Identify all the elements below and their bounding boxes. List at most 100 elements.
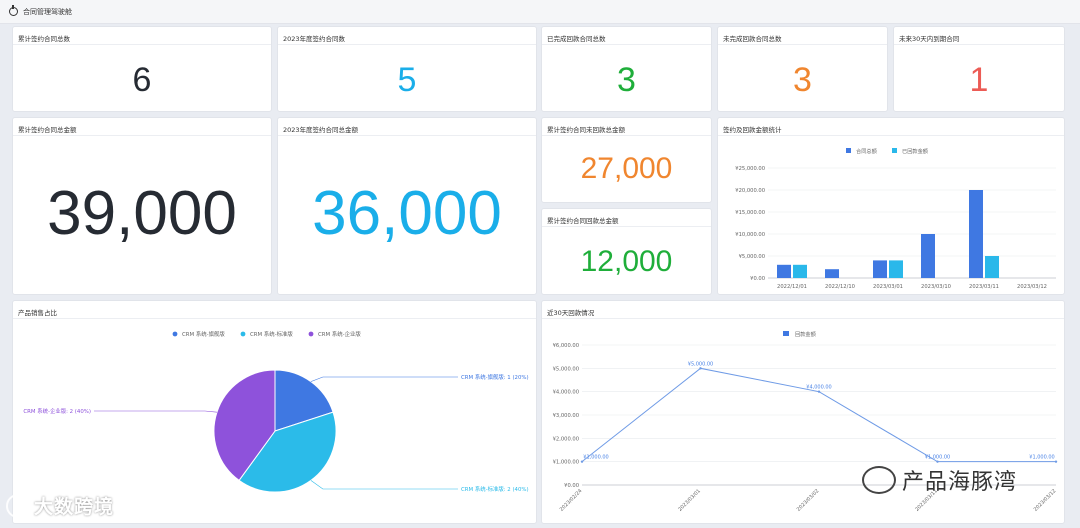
- data-label: ¥1,000.00: [1029, 455, 1054, 461]
- pie-leader-line: [94, 410, 218, 413]
- line-point: [699, 367, 702, 370]
- dashboard-header: 合同管理驾驶舱: [0, 0, 1080, 24]
- chart-title: 签约及回款金额统计: [723, 126, 782, 134]
- x-tick-label: 2022/12/01: [777, 284, 807, 290]
- pie-label: CRM 系统-标准版: 2 (40%): [461, 485, 529, 493]
- pie-slice: [238, 411, 337, 493]
- kpi-value: 27,000: [580, 152, 673, 185]
- kpi-label: 未完成回款合同总数: [723, 35, 782, 43]
- kpi-label: 累计签约合同未回款总金额: [547, 126, 625, 134]
- y-tick-label: ¥2,000.00: [553, 436, 579, 442]
- watermark-right-text: 产品海豚湾: [902, 470, 1018, 495]
- legend-swatch: [172, 331, 178, 337]
- pie-slice: [274, 369, 334, 432]
- kpi-label: 未来30天内到期合同: [899, 35, 960, 43]
- y-tick-label: ¥0.00: [750, 276, 765, 282]
- watermark-left: 大数跨境: [6, 492, 114, 519]
- x-tick-label: 2023/03/01: [873, 284, 903, 290]
- watermark-right: 产品海豚湾: [862, 464, 1017, 496]
- kpi-unreceived-amount-card: 累计签约合同未回款总金额 27,000: [541, 117, 712, 203]
- pie-chart-card: 产品销售占比 CRM 系统-旗舰版 CRM 系统-标准版 CRM 系统-企业版 CRM…: [12, 300, 537, 524]
- kpi-due-30-days-card: 未来30天内到期合同 1: [893, 26, 1065, 112]
- kpi-label: 2023年度签约合同数: [283, 35, 346, 43]
- y-tick-label: ¥3,000.00: [553, 413, 579, 419]
- kpi-contracts-2023-card: 2023年度签约合同数 5: [277, 26, 537, 112]
- x-tick-label: 2022/12/10: [825, 284, 855, 290]
- chart-title: 产品销售占比: [18, 309, 57, 317]
- kpi-label: 已完成回款合同总数: [547, 35, 606, 43]
- data-label: ¥4,000.00: [806, 385, 831, 391]
- pie-chart: CRM 系统-旗舰版 CRM 系统-标准版 CRM 系统-企业版 CRM 系统-旗舰版…: [23, 330, 529, 493]
- kpi-value: 39,000: [47, 179, 237, 248]
- line-point: [580, 460, 584, 463]
- bar: [825, 269, 839, 278]
- y-tick-label: ¥5,000.00: [739, 254, 765, 260]
- kpi-total-amount-card: 累计签约合同总金额 39,000: [12, 117, 272, 295]
- bar: [985, 256, 999, 278]
- kpi-value: 3: [793, 61, 812, 99]
- kpi-value: 36,000: [312, 179, 502, 248]
- kpi-value: 1: [969, 61, 989, 99]
- power-icon: [9, 5, 18, 16]
- kpi-value: 12,000: [580, 245, 673, 278]
- watermark-left-text: 大数跨境: [34, 496, 115, 518]
- kpi-label: 累计签约合同回款总金额: [547, 217, 619, 225]
- legend-label: CRM 系统-企业版: [318, 330, 361, 338]
- line-chart-card: 近30天回款情况 ¥0.00 ¥1,000.00 ¥2,000.00 ¥3,000.0…: [541, 300, 1065, 524]
- legend-swatch: [892, 148, 897, 153]
- line-point: [817, 390, 821, 393]
- line-point: [936, 460, 939, 463]
- pie-leader-line: [310, 376, 458, 382]
- kpi-received-amount-card: 累计签约合同回款总金额 12,000: [541, 208, 712, 295]
- bar: [889, 260, 903, 278]
- legend-label: 已回款金额: [902, 147, 929, 155]
- y-tick-label: ¥25,000.00: [735, 166, 765, 172]
- kpi-value: 5: [397, 61, 417, 99]
- kpi-value: 6: [132, 61, 152, 99]
- bar-chart: ¥0.00 ¥5,000.00 ¥10,000.00 ¥15,000.00 ¥20,00…: [735, 147, 1056, 290]
- x-tick-label: 2023/03/12: [1017, 284, 1047, 290]
- line-chart: ¥0.00 ¥1,000.00 ¥2,000.00 ¥3,000.00 ¥4,000.0…: [553, 330, 1058, 513]
- bar: [777, 264, 791, 278]
- kpi-label: 累计签约合同总数: [18, 35, 70, 43]
- pie-label: CRM 系统-旗舰版: 1 (20%): [461, 373, 529, 381]
- x-tick-label: 2023/02/24: [559, 488, 584, 513]
- legend-swatch: [240, 331, 246, 337]
- y-tick-label: ¥20,000.00: [735, 188, 765, 194]
- data-label: ¥1,000.00: [925, 455, 950, 461]
- y-tick-label: ¥5,000.00: [553, 366, 579, 372]
- y-tick-label: ¥1,000.00: [553, 460, 579, 466]
- x-tick-label: 2023/03/02: [796, 488, 821, 513]
- y-tick-label: ¥0.00: [564, 483, 579, 489]
- y-tick-label: ¥6,000.00: [553, 343, 579, 349]
- bar: [969, 190, 983, 278]
- kpi-label: 累计签约合同总金额: [18, 126, 77, 134]
- pie-leader-line: [310, 480, 458, 490]
- chart-title: 近30天回款情况: [547, 309, 595, 317]
- kpi-paid-contracts-card: 已完成回款合同总数 3: [541, 26, 712, 112]
- kpi-total-contracts-card: 累计签约合同总数 6: [12, 26, 272, 112]
- legend-swatch: [783, 331, 789, 336]
- kpi-label: 2023年度签约合同总金额: [283, 126, 359, 134]
- x-tick-label: 2023/03/12: [1033, 488, 1058, 513]
- bar: [793, 264, 807, 278]
- bar-chart-card: 签约及回款金额统计 ¥0.00 ¥5,000.00 ¥10,000.00 ¥15,00…: [717, 117, 1065, 295]
- kpi-value: 3: [617, 61, 636, 99]
- kpi-unpaid-contracts-card: 未完成回款合同总数 3: [717, 26, 888, 112]
- wechat-icon: [862, 466, 896, 494]
- x-tick-label: 2023/03/01: [677, 488, 702, 513]
- legend-swatch: [846, 148, 851, 153]
- pie-label: CRM 系统-企业版: 2 (40%): [23, 407, 91, 415]
- kpi-amount-2023-card: 2023年度签约合同总金额 36,000: [277, 117, 537, 295]
- bar: [921, 234, 935, 278]
- dashboard-title: 合同管理驾驶舱: [23, 7, 72, 16]
- data-label: ¥5,000.00: [688, 361, 713, 367]
- y-tick-label: ¥10,000.00: [735, 232, 765, 238]
- y-tick-label: ¥4,000.00: [553, 390, 579, 396]
- legend-swatch: [308, 331, 314, 337]
- legend-label: CRM 系统-标准版: [250, 330, 293, 338]
- legend-label: CRM 系统-旗舰版: [182, 330, 225, 338]
- data-label: ¥1,000.00: [583, 455, 608, 461]
- line-point: [1054, 460, 1058, 463]
- y-tick-label: ¥15,000.00: [735, 210, 765, 216]
